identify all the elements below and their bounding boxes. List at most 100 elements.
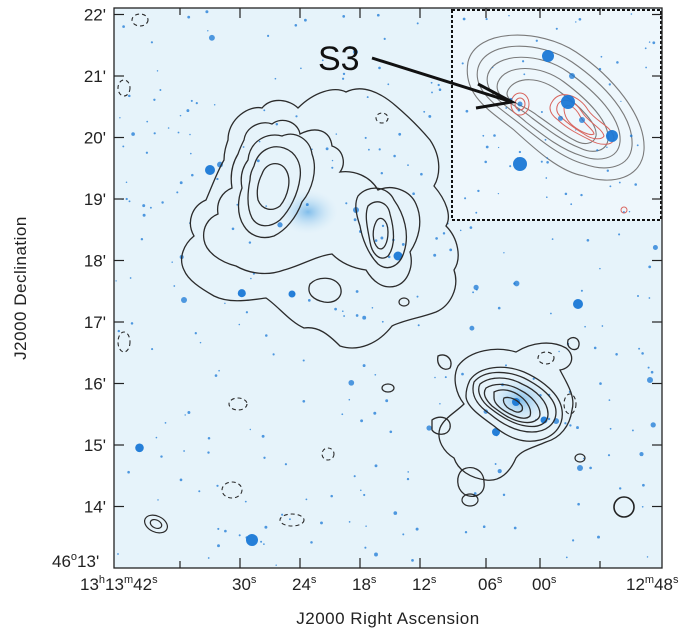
star	[374, 239, 378, 242]
ra-tick-label: 06s	[478, 574, 503, 594]
star	[198, 490, 201, 493]
inset-star	[644, 47, 647, 50]
star	[135, 443, 144, 453]
star	[417, 324, 420, 327]
dec-origin-label: 46o13'	[52, 551, 99, 571]
star	[469, 325, 475, 331]
contour-small	[149, 518, 163, 530]
star	[207, 30, 209, 32]
inset-star	[546, 161, 549, 164]
star	[305, 203, 309, 207]
star	[119, 117, 121, 119]
star	[288, 518, 291, 521]
star	[217, 527, 220, 530]
star	[128, 94, 131, 98]
ra-origin-label: 13h13m42s	[80, 574, 158, 594]
star	[378, 66, 381, 70]
star	[115, 280, 117, 282]
inset-star	[535, 39, 538, 42]
star	[310, 541, 313, 544]
contour-small	[381, 383, 395, 393]
star	[342, 72, 346, 76]
inset-bright-star	[561, 95, 575, 109]
star	[284, 463, 288, 466]
star	[385, 399, 389, 403]
star	[248, 241, 252, 244]
inset-star	[497, 146, 500, 149]
inset-contour-red	[620, 206, 628, 214]
star	[179, 478, 183, 482]
star	[177, 131, 180, 134]
bright-star	[181, 297, 187, 303]
star	[267, 34, 270, 37]
star	[237, 289, 246, 298]
bright-star	[577, 465, 583, 471]
star	[383, 37, 386, 40]
star	[599, 382, 602, 385]
star	[577, 502, 580, 506]
star	[145, 151, 149, 154]
inset-star	[485, 145, 489, 149]
star	[376, 13, 380, 17]
star	[426, 425, 432, 431]
inset-bright-star	[569, 73, 575, 79]
star	[330, 494, 333, 498]
star	[129, 277, 132, 279]
dec-tick-label: 21'	[84, 67, 106, 86]
inset-star	[497, 192, 500, 195]
radio-contours-misc	[144, 297, 586, 534]
star	[304, 18, 307, 22]
inset-contour-red	[549, 94, 615, 145]
star	[117, 553, 119, 555]
star	[186, 109, 190, 113]
inset-star	[600, 55, 603, 58]
star	[216, 177, 219, 181]
inset-star	[508, 14, 510, 17]
inset-star	[629, 134, 633, 138]
star	[494, 463, 497, 465]
star	[472, 291, 475, 294]
inset-contour-red	[510, 92, 530, 116]
star	[207, 436, 211, 440]
contour-level-3	[472, 371, 557, 433]
star	[331, 166, 334, 169]
star	[416, 22, 419, 25]
inset-star	[606, 146, 608, 148]
star	[146, 120, 149, 123]
star	[238, 323, 241, 326]
star	[334, 307, 337, 311]
ra-origin-m: 13	[105, 575, 124, 594]
contour-level-6	[493, 389, 532, 419]
star	[381, 224, 385, 228]
inset-star	[462, 17, 466, 21]
inset-star	[580, 193, 583, 197]
star	[362, 315, 367, 320]
star	[179, 181, 183, 185]
star	[191, 173, 194, 177]
star	[171, 261, 173, 263]
beam-circle	[613, 496, 635, 518]
ra-tick-label: 12s	[412, 574, 437, 594]
inset-star	[546, 157, 549, 159]
star	[320, 521, 323, 525]
ra-end-s: 48	[654, 575, 673, 594]
star	[411, 559, 414, 562]
ra-end-m: 12	[626, 575, 645, 594]
contour-peak	[502, 396, 524, 413]
star	[348, 398, 351, 401]
ra-tick-label: 18s	[352, 574, 377, 594]
star	[648, 297, 651, 299]
ra-origin-s-sup: s	[152, 574, 158, 586]
star	[597, 535, 600, 539]
star	[128, 200, 131, 203]
inset-star	[485, 18, 488, 21]
star	[151, 348, 154, 351]
star	[125, 197, 128, 201]
inset-star-field	[461, 13, 656, 214]
star	[482, 525, 486, 528]
star	[416, 295, 419, 298]
star	[599, 267, 601, 270]
ra-end-s-sup: s	[673, 574, 679, 586]
contour-small	[461, 493, 479, 507]
star	[582, 457, 585, 460]
